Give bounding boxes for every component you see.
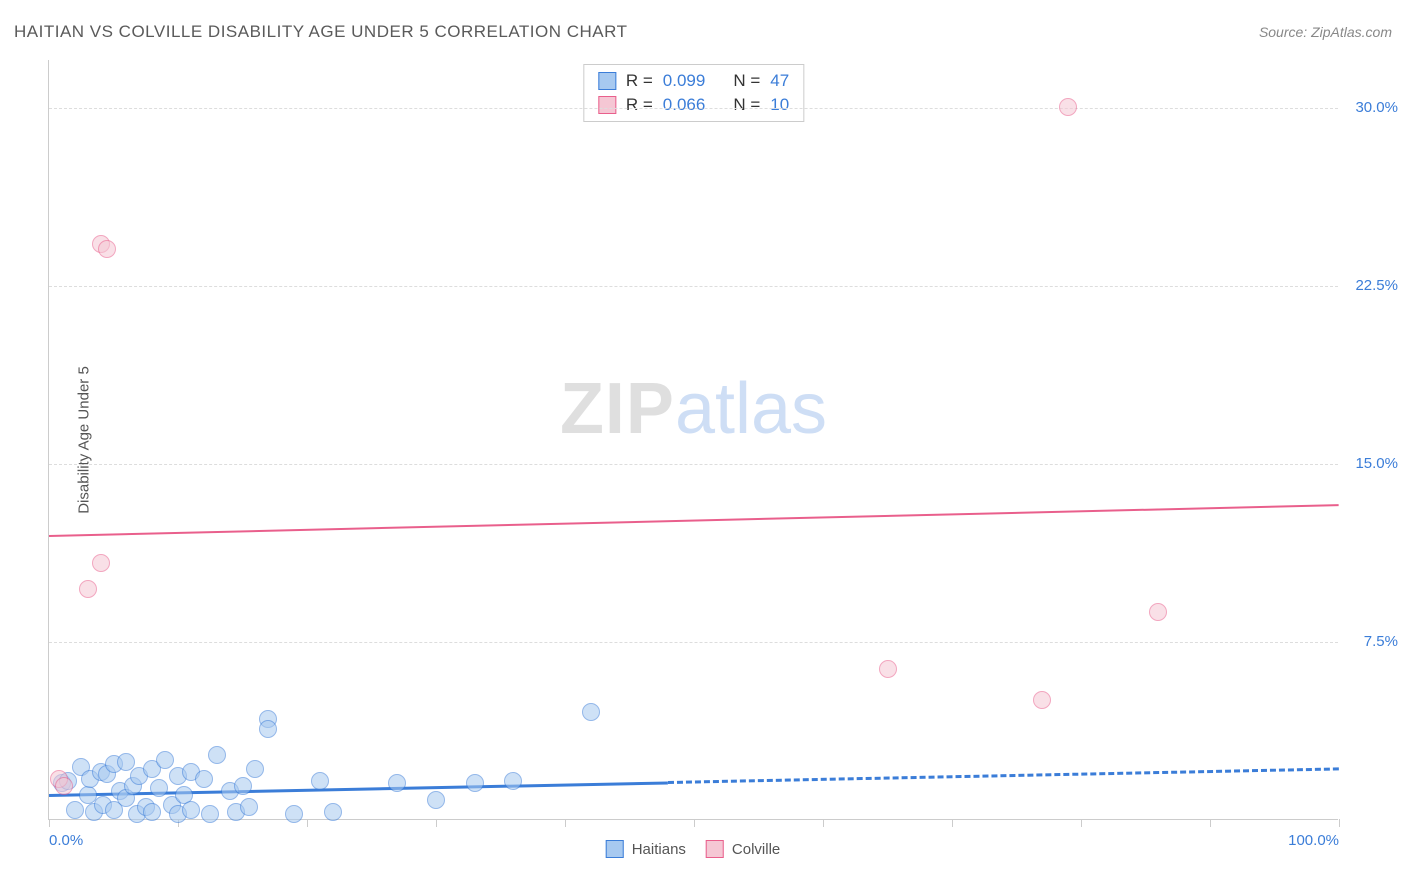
- x-tick: [49, 819, 50, 827]
- legend-label: Colville: [732, 841, 780, 858]
- legend-stats-row-colville: R = 0.066 N = 10: [598, 93, 789, 117]
- scatter-point: [311, 772, 329, 790]
- scatter-point: [240, 798, 258, 816]
- scatter-point: [201, 805, 219, 823]
- x-tick: [823, 819, 824, 827]
- x-tick: [565, 819, 566, 827]
- gridline: [49, 286, 1338, 287]
- scatter-point: [156, 751, 174, 769]
- scatter-point: [234, 777, 252, 795]
- scatter-point: [246, 760, 264, 778]
- gridline: [49, 464, 1338, 465]
- scatter-point: [143, 803, 161, 821]
- scatter-point: [1149, 603, 1167, 621]
- scatter-point: [582, 703, 600, 721]
- gridline: [49, 642, 1338, 643]
- scatter-point: [79, 580, 97, 598]
- chart-area: Disability Age Under 5 ZIPatlas R = 0.09…: [48, 60, 1338, 820]
- scatter-point: [150, 779, 168, 797]
- scatter-point: [195, 770, 213, 788]
- scatter-point: [466, 774, 484, 792]
- chart-source: Source: ZipAtlas.com: [1259, 24, 1392, 40]
- scatter-point: [879, 660, 897, 678]
- scatter-point: [55, 777, 73, 795]
- x-tick: [1210, 819, 1211, 827]
- x-tick-label: 100.0%: [1288, 832, 1339, 849]
- plot-region: ZIPatlas R = 0.099 N = 47 R = 0.066 N = …: [48, 60, 1338, 820]
- y-tick-label: 7.5%: [1343, 633, 1398, 650]
- x-tick: [1339, 819, 1340, 827]
- scatter-point: [504, 772, 522, 790]
- legend-stats-box: R = 0.099 N = 47 R = 0.066 N = 10: [583, 64, 804, 122]
- legend-label: Haitians: [632, 841, 686, 858]
- y-tick-label: 30.0%: [1343, 99, 1398, 116]
- scatter-point: [208, 746, 226, 764]
- regression-line: [49, 504, 1339, 537]
- scatter-point: [427, 791, 445, 809]
- gridline: [49, 108, 1338, 109]
- x-tick: [307, 819, 308, 827]
- bottom-legend: Haitians Colville: [606, 840, 781, 858]
- x-tick: [694, 819, 695, 827]
- scatter-point: [259, 720, 277, 738]
- y-tick-label: 15.0%: [1343, 455, 1398, 472]
- scatter-point: [285, 805, 303, 823]
- x-tick: [952, 819, 953, 827]
- regression-line-dashed: [668, 768, 1339, 785]
- watermark: ZIPatlas: [560, 368, 827, 450]
- legend-stats-row-haitians: R = 0.099 N = 47: [598, 69, 789, 93]
- scatter-point: [1033, 691, 1051, 709]
- legend-item-colville: Colville: [706, 840, 780, 858]
- y-tick-label: 22.5%: [1343, 277, 1398, 294]
- x-tick: [1081, 819, 1082, 827]
- scatter-point: [92, 554, 110, 572]
- chart-title: HAITIAN VS COLVILLE DISABILITY AGE UNDER…: [14, 22, 628, 42]
- x-tick: [436, 819, 437, 827]
- scatter-point: [1059, 98, 1077, 116]
- scatter-point: [182, 801, 200, 819]
- scatter-point: [388, 774, 406, 792]
- legend-item-haitians: Haitians: [606, 840, 686, 858]
- scatter-point: [66, 801, 84, 819]
- scatter-point: [324, 803, 342, 821]
- x-tick-label: 0.0%: [49, 832, 83, 849]
- scatter-point: [98, 240, 116, 258]
